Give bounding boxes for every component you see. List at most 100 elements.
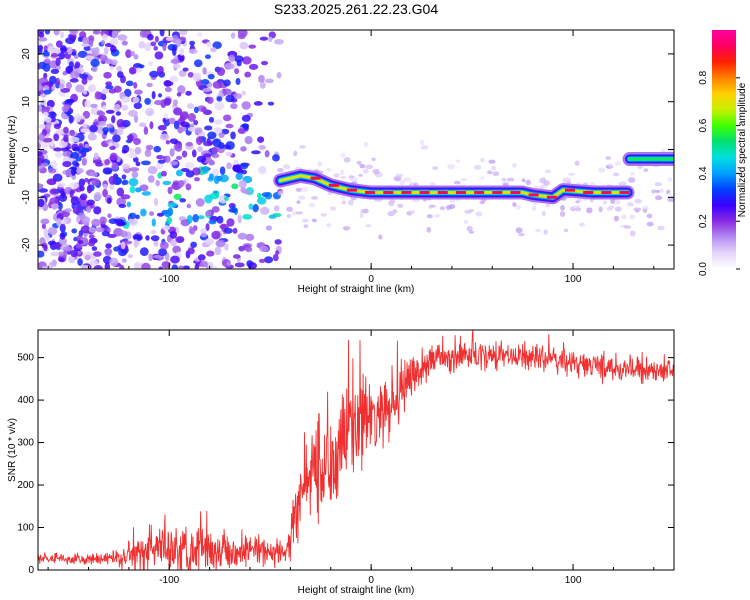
snr-ticks: -100 0 100 0 100 200 300 400 500 (17, 330, 674, 586)
spectrogram-cell (98, 120, 107, 127)
spectrogram-cell (608, 163, 614, 168)
spectrogram-cell (429, 204, 436, 208)
spectrogram-cell (613, 215, 620, 222)
snr-ylabel: SNR (10 * v/v) (7, 418, 18, 482)
spectrogram-cell (80, 225, 91, 234)
spectrogram-cell (666, 189, 671, 195)
spectrogram-cell (171, 46, 177, 56)
colorbar-tick-label: 0.2 (698, 214, 709, 228)
spectrogram-cell (65, 81, 72, 90)
spectrogram-cell (133, 138, 141, 145)
spectrogram-cell (277, 167, 284, 173)
spectrogram-cell (41, 129, 48, 137)
spectrogram-cell (128, 217, 139, 227)
y-tick-label: 200 (17, 480, 34, 491)
spectrogram-cell (303, 224, 309, 229)
spectrogram-cell (128, 178, 139, 187)
spectrogram-cell (125, 80, 134, 87)
spectrogram-cell (174, 143, 183, 152)
spectrogram-cell (61, 190, 66, 199)
spectrogram-cell (159, 241, 169, 250)
spectrogram-cell (169, 138, 179, 144)
spectrogram-cell (111, 115, 116, 124)
spectrogram-cell (667, 177, 673, 182)
spectrogram-cell (202, 141, 213, 147)
spectrogram-cell (156, 154, 164, 160)
spectrogram-cell (283, 164, 291, 170)
spectrogram-cell (403, 177, 412, 183)
x-tick-label: 100 (565, 274, 582, 285)
spectrogram-cell (286, 214, 292, 218)
spectrogram-cell (447, 163, 456, 170)
spectrogram-cell (43, 85, 50, 90)
ridge-peak (546, 195, 557, 199)
spectrogram-cell (103, 46, 109, 55)
spectrogram-cell (82, 147, 90, 153)
spectrogram-cell (147, 165, 158, 175)
spectrogram-cell (204, 238, 214, 246)
spectrogram-cell (232, 254, 241, 259)
spectrogram-cell (343, 157, 351, 163)
spectrogram-cell (80, 197, 88, 207)
spectrogram-cell (145, 144, 154, 151)
spectrogram-cell (248, 44, 257, 49)
spectrogram-cell (91, 218, 101, 227)
spectrogram-cell (226, 218, 235, 227)
spectrogram-cell (195, 198, 205, 207)
ridge-peak (346, 188, 357, 192)
spectrogram-cell (91, 178, 100, 187)
spectrogram-cell (162, 43, 167, 52)
spectrogram-cell (41, 223, 46, 230)
spectrogram-cell (185, 183, 192, 191)
spectrogram-cell (348, 175, 355, 179)
spectrogram-cell (38, 198, 45, 208)
spectrogram-cell (223, 227, 233, 234)
spectrogram-cell (216, 215, 224, 224)
spectrogram-cell (245, 246, 253, 253)
spectrogram-cell (144, 97, 151, 105)
spectrogram-cell (151, 218, 156, 227)
spectrogram-cell (235, 172, 243, 181)
spectrogram-cell (215, 239, 226, 248)
spectrogram-cell (230, 103, 238, 110)
spectrogram-cell (116, 187, 125, 197)
spectrogram-cell (180, 121, 190, 128)
spectrogram-cell (79, 185, 85, 192)
spectrogram-cell (106, 123, 114, 129)
spectrogram-cell (157, 124, 167, 131)
x-tick-label: -100 (159, 274, 179, 285)
spectrogram-cell (102, 189, 108, 198)
spectrogram-cell (178, 70, 187, 77)
spectrogram-cell (241, 123, 250, 129)
spectrogram-cell (63, 134, 69, 143)
spectrogram-cell (646, 221, 654, 227)
spectrogram-cell (117, 71, 124, 79)
spectrogram-cell (109, 38, 119, 46)
spectrogram-cell (107, 233, 117, 238)
spectrogram-cell (55, 40, 63, 48)
spectrogram-cell (161, 261, 171, 269)
spectrogram-cell (165, 140, 170, 145)
spectrogram-cell (169, 160, 179, 166)
spectrogram-cell (177, 85, 186, 94)
spectrogram-cell (158, 266, 164, 269)
spectrogram-cell (340, 152, 346, 158)
spectrogram-cell (49, 60, 58, 69)
spectrogram-cell (419, 139, 425, 146)
spectrogram-cell (242, 213, 253, 220)
spectrogram-cell (162, 225, 170, 231)
spectrogram-cell (206, 250, 215, 257)
spectrogram-cell (93, 206, 102, 215)
spectrogram-cell (133, 81, 138, 89)
spectrogram-cell (167, 186, 173, 195)
spectrogram-cell (469, 208, 474, 213)
x-tick-label: 0 (368, 274, 374, 285)
spectrogram-cell (137, 64, 145, 69)
spectrogram-cell (182, 67, 189, 72)
spectrogram-cell (534, 228, 542, 232)
spectrogram-cell (74, 113, 82, 123)
spectrogram-cell (223, 79, 231, 87)
spectrogram-cell (231, 205, 236, 213)
